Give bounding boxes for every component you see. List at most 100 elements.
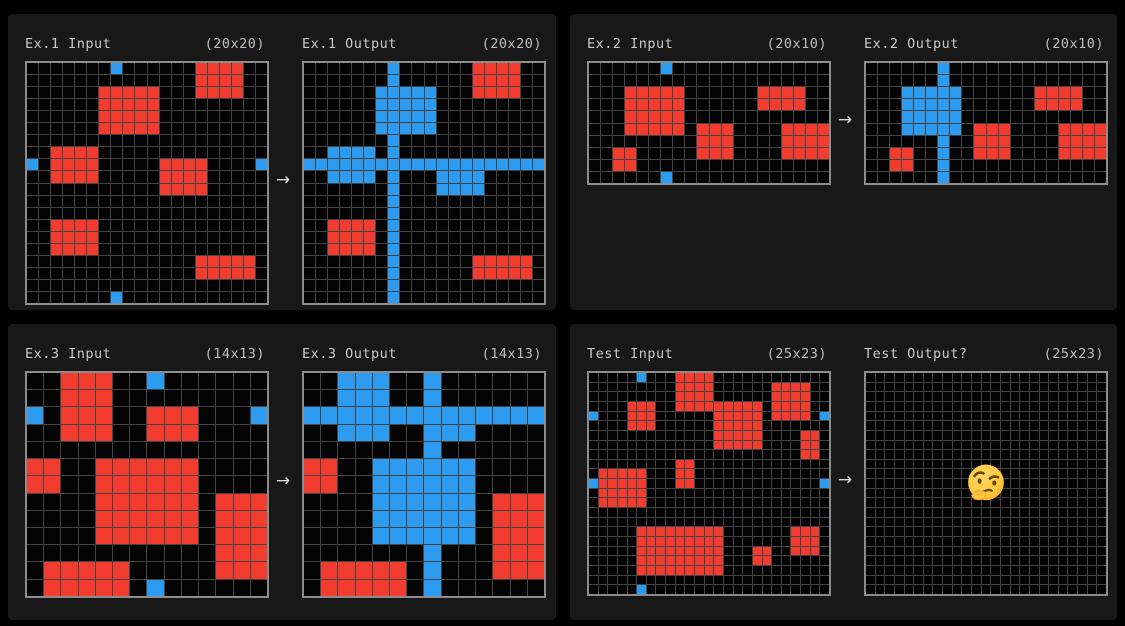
grid-cell: [685, 99, 697, 111]
grid-cell: [135, 147, 147, 159]
example-1-input-size: (20x20): [204, 36, 265, 52]
grid-cell: [39, 279, 51, 291]
grid-cell: [63, 219, 75, 231]
grid-cell: [675, 373, 685, 382]
grid-cell: [87, 255, 99, 267]
grid-cell: [496, 75, 508, 87]
grid-cell: [316, 123, 328, 135]
grid-cell: [340, 111, 352, 123]
grid-cell: [793, 99, 805, 111]
grid-cell: [962, 171, 974, 183]
grid-cell: [762, 556, 772, 565]
grid-cell: [752, 546, 762, 556]
grid-cell: [1000, 373, 1010, 382]
grid-cell: [424, 159, 436, 171]
grid-cell: [781, 479, 791, 488]
grid-cell: [219, 183, 231, 195]
grid-cell: [99, 75, 111, 87]
grid-cell: [441, 459, 458, 476]
grid-cell: [781, 498, 791, 507]
grid-cell: [75, 111, 87, 123]
grid-cell: [123, 183, 135, 195]
grid-cell: [805, 63, 817, 75]
grid-cell: [1070, 87, 1082, 99]
grid-cell: [376, 243, 388, 255]
grid-cell: [364, 279, 376, 291]
grid-cell: [472, 279, 484, 291]
grid-cell: [424, 147, 436, 159]
grid-cell: [656, 565, 666, 575]
grid-cell: [943, 392, 952, 401]
grid-cell: [637, 469, 646, 479]
grid-cell: [1087, 459, 1097, 469]
grid-cell: [44, 390, 61, 407]
grid-cell: [87, 183, 99, 195]
grid-cell: [598, 440, 608, 450]
grid-cell: [695, 546, 704, 556]
grid-cell: [532, 255, 544, 267]
grid-cell: [781, 171, 793, 183]
grid-cell: [998, 147, 1010, 159]
grid-cell: [1082, 159, 1094, 171]
grid-cell: [974, 99, 986, 111]
grid-cell: [986, 147, 998, 159]
grid-cell: [772, 546, 781, 556]
grid-cell: [637, 450, 646, 459]
grid-cell: [508, 147, 520, 159]
grid-cell: [113, 545, 130, 562]
grid-cell: [460, 99, 472, 111]
grid-cell: [1082, 135, 1094, 147]
grid-cell: [627, 575, 637, 585]
grid-cell: [123, 267, 135, 279]
grid-cell: [781, 135, 793, 147]
grid-cell: [890, 123, 902, 135]
grid-cell: [1094, 147, 1106, 159]
grid-cell: [412, 219, 424, 231]
grid-cell: [1046, 135, 1058, 147]
grid-cell: [216, 390, 233, 407]
grid-cell: [243, 291, 255, 303]
grid-cell: [866, 575, 875, 585]
grid-cell: [745, 111, 757, 123]
grid-cell: [304, 99, 316, 111]
grid-cell: [972, 565, 981, 575]
grid-cell: [39, 267, 51, 279]
grid-cell: [781, 392, 791, 401]
grid-cell: [376, 291, 388, 303]
grid-cell: [1000, 565, 1010, 575]
grid-cell: [646, 546, 656, 556]
grid-cell: [637, 382, 646, 392]
grid-cell: [617, 382, 627, 392]
grid-cell: [637, 63, 649, 75]
grid-cell: [171, 63, 183, 75]
grid-cell: [390, 476, 407, 493]
grid-cell: [697, 147, 709, 159]
grid-cell: [147, 75, 159, 87]
grid-cell: [627, 373, 637, 382]
grid-cell: [75, 207, 87, 219]
grid-cell: [923, 430, 933, 440]
grid-cell: [781, 147, 793, 159]
grid-cell: [460, 267, 472, 279]
grid-cell: [608, 556, 617, 565]
grid-cell: [147, 545, 164, 562]
grid-cell: [520, 207, 532, 219]
grid-cell: [364, 135, 376, 147]
grid-cell: [820, 440, 829, 450]
grid-cell: [793, 111, 805, 123]
grid-cell: [1020, 536, 1029, 546]
grid-cell: [95, 476, 113, 493]
grid-cell: [496, 279, 508, 291]
grid-cell: [613, 63, 625, 75]
grid-cell: [1078, 392, 1087, 401]
grid-cell: [316, 183, 328, 195]
grid-cell: [195, 63, 207, 75]
grid-cell: [44, 510, 61, 527]
grid-cell: [1020, 565, 1029, 575]
grid-cell: [1046, 99, 1058, 111]
grid-cell: [441, 407, 458, 424]
grid-cell: [99, 279, 111, 291]
grid-cell: [743, 508, 752, 517]
grid-cell: [87, 243, 99, 255]
grid-cell: [704, 556, 714, 565]
